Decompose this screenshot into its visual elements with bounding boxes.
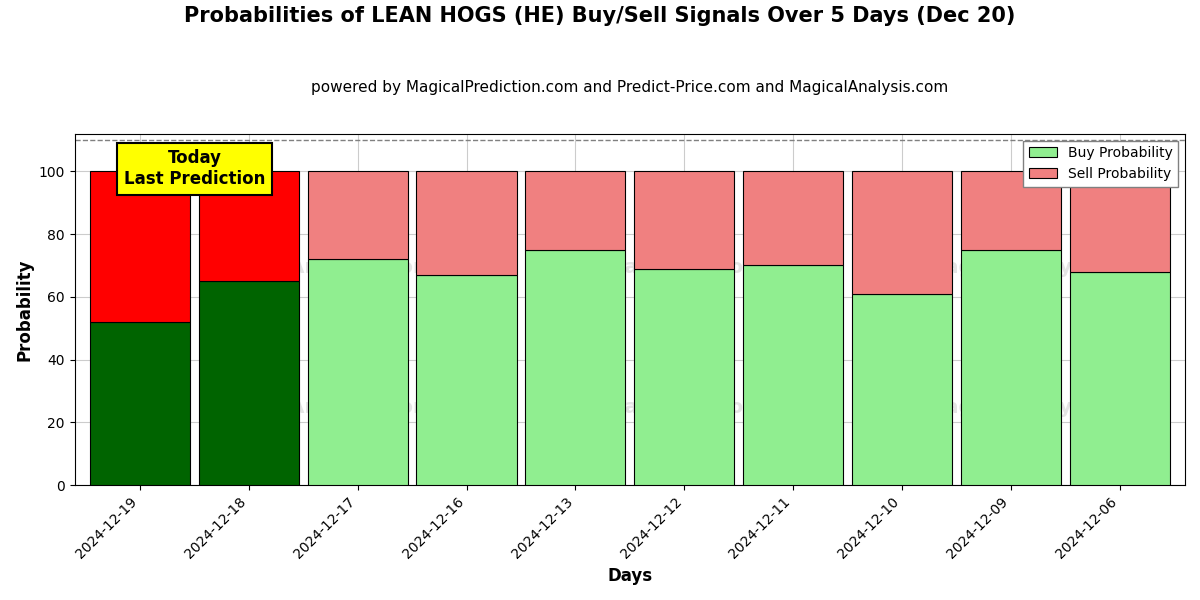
Bar xyxy=(526,172,625,250)
Bar xyxy=(416,172,517,275)
Text: Today
Last Prediction: Today Last Prediction xyxy=(124,149,265,188)
Text: MagicalPrediction.com: MagicalPrediction.com xyxy=(560,398,810,418)
Bar xyxy=(1069,172,1170,272)
Text: MagicalAnalysis.com: MagicalAnalysis.com xyxy=(205,258,433,277)
Bar xyxy=(1069,272,1170,485)
Text: MagicalAnalysis.com: MagicalAnalysis.com xyxy=(926,398,1154,418)
Bar xyxy=(526,250,625,485)
Bar xyxy=(199,172,299,281)
Bar xyxy=(634,172,734,269)
Text: MagicalAnalysis.com: MagicalAnalysis.com xyxy=(926,258,1154,277)
Bar xyxy=(961,172,1061,250)
Bar xyxy=(90,322,190,485)
Text: Probabilities of LEAN HOGS (HE) Buy/Sell Signals Over 5 Days (Dec 20): Probabilities of LEAN HOGS (HE) Buy/Sell… xyxy=(185,6,1015,26)
Bar xyxy=(90,172,190,322)
X-axis label: Days: Days xyxy=(607,567,653,585)
Legend: Buy Probability, Sell Probability: Buy Probability, Sell Probability xyxy=(1024,140,1178,187)
Bar xyxy=(634,269,734,485)
Title: powered by MagicalPrediction.com and Predict-Price.com and MagicalAnalysis.com: powered by MagicalPrediction.com and Pre… xyxy=(311,80,948,95)
Text: MagicalAnalysis.com: MagicalAnalysis.com xyxy=(205,398,433,418)
Bar xyxy=(307,259,408,485)
Bar xyxy=(961,250,1061,485)
Y-axis label: Probability: Probability xyxy=(16,258,34,361)
Bar xyxy=(199,281,299,485)
Text: MagicalPrediction.com: MagicalPrediction.com xyxy=(560,258,810,277)
Bar xyxy=(416,275,517,485)
Bar xyxy=(743,265,844,485)
Bar xyxy=(852,294,952,485)
Bar xyxy=(852,172,952,294)
Bar xyxy=(307,172,408,259)
Bar xyxy=(743,172,844,265)
